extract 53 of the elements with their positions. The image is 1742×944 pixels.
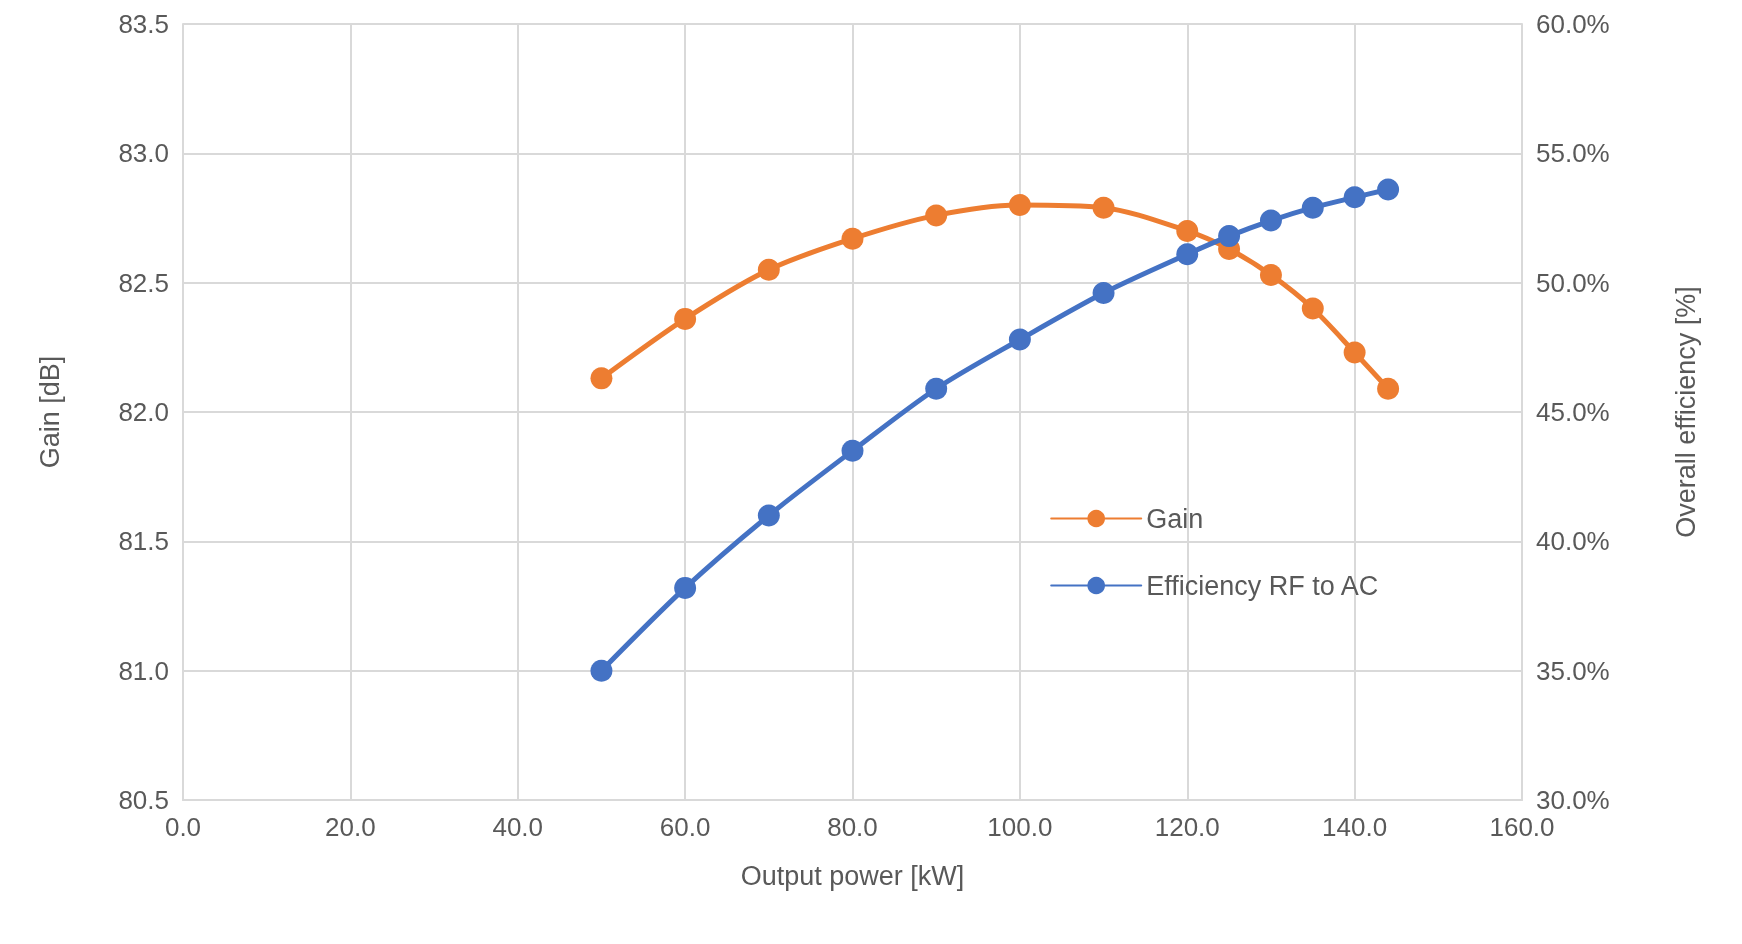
point	[841, 227, 864, 250]
point	[590, 367, 613, 390]
point	[1092, 196, 1115, 219]
y2-tick-label: 60.0%	[1536, 9, 1610, 39]
x-tick-label: 100.0	[987, 812, 1053, 842]
y-tick-label: 81.5	[118, 526, 169, 557]
y2-tick-label: 30.0%	[1536, 785, 1610, 815]
point	[1259, 209, 1282, 232]
y-tick-label: 83.5	[118, 9, 169, 39]
point	[1092, 282, 1115, 305]
y2-tick-label: 45.0%	[1536, 397, 1610, 427]
point	[757, 504, 780, 527]
legend-label: Gain	[1146, 503, 1204, 534]
point	[674, 576, 697, 599]
y-axis-title: Gain [dB]	[34, 355, 65, 469]
y-tick-label: 80.5	[118, 785, 169, 815]
y2-tick-label: 40.0%	[1536, 526, 1610, 557]
x-tick-label: 160.0	[1489, 812, 1555, 842]
point	[1176, 243, 1199, 266]
x-tick-label: 0.0	[164, 812, 202, 842]
point	[1218, 225, 1241, 248]
point	[1343, 186, 1366, 209]
x-tick-label: 40.0	[492, 812, 544, 842]
y2-axis-title: Overall efficiency [%]	[1670, 286, 1701, 538]
x-tick-label: 140.0	[1322, 812, 1388, 842]
x-axis-title: Output power [kW]	[740, 860, 965, 891]
point	[674, 307, 697, 330]
point	[1301, 297, 1324, 320]
y-tick-label: 82.5	[118, 267, 169, 298]
point	[1259, 263, 1282, 286]
y2-tick-label: 50.0%	[1536, 267, 1610, 298]
y-tick-label: 81.0	[118, 655, 169, 686]
point	[757, 258, 780, 281]
point	[925, 204, 948, 227]
x-tick-label: 80.0	[827, 812, 878, 842]
x-tick-label: 20.0	[325, 812, 376, 842]
point	[1008, 328, 1031, 351]
y-tick-label: 82.0	[118, 397, 169, 427]
y-tick-label: 83.0	[118, 138, 169, 169]
point	[1377, 178, 1400, 201]
point	[1343, 341, 1366, 364]
point	[1008, 194, 1031, 217]
point	[1301, 196, 1324, 219]
point	[925, 377, 948, 400]
point	[590, 659, 613, 682]
point	[841, 439, 864, 462]
x-tick-label: 60.0	[659, 812, 711, 842]
y2-tick-label: 55.0%	[1536, 138, 1610, 169]
y2-tick-label: 35.0%	[1536, 655, 1610, 686]
point	[1176, 219, 1199, 242]
x-tick-label: 120.0	[1154, 812, 1220, 842]
point	[1377, 377, 1400, 400]
legend-label: Efficiency RF to AC	[1146, 570, 1379, 601]
